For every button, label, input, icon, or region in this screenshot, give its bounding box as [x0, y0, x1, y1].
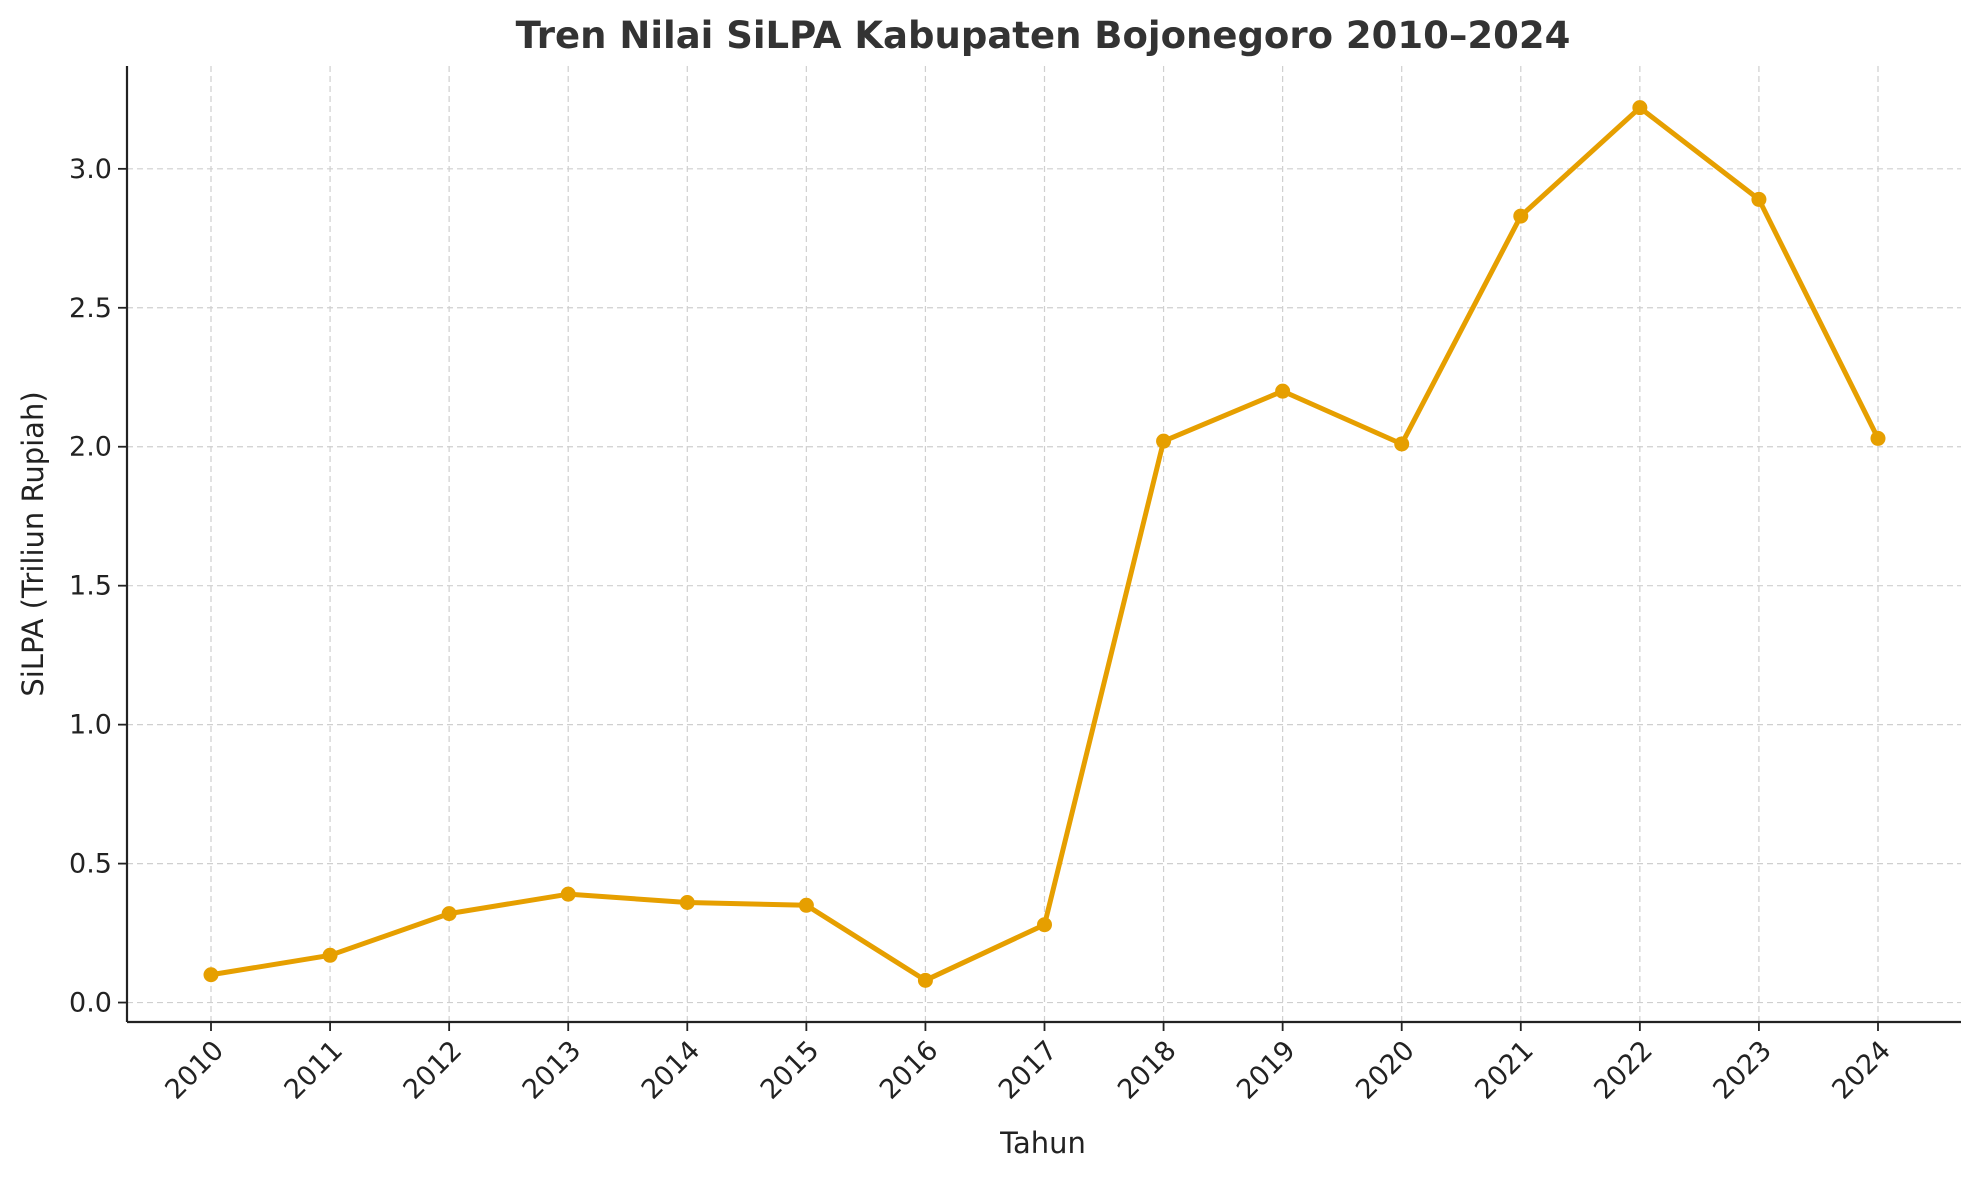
data-point: [203, 967, 219, 983]
x-tick-label: 2016: [874, 1035, 945, 1106]
y-tick-label: 0.5: [69, 849, 112, 880]
x-tick-label: 2013: [517, 1035, 588, 1106]
y-tick-label: 2.5: [69, 293, 112, 324]
y-tick-label: 1.0: [69, 710, 112, 741]
data-point: [1156, 433, 1172, 449]
x-tick-label: 2018: [1112, 1035, 1183, 1106]
x-tick-label: 2010: [159, 1035, 230, 1106]
x-tick-label: 2023: [1707, 1035, 1778, 1106]
data-point: [1513, 208, 1529, 224]
x-gridlines: [210, 66, 1879, 1022]
data-point: [1275, 383, 1291, 399]
y-tick-label: 2.0: [69, 432, 112, 463]
y-tick-label: 0.0: [69, 988, 112, 1019]
x-tick-label: 2019: [1231, 1035, 1302, 1106]
data-point: [441, 906, 457, 922]
x-tick-label: 2017: [993, 1035, 1064, 1106]
y-axis-ticks: 0.0 0.5 1.0 1.5 2.0 2.5 3.0: [69, 154, 127, 1019]
data-point: [1632, 100, 1648, 116]
x-axis-title: Tahun: [999, 1126, 1086, 1160]
data-point: [1870, 430, 1886, 446]
x-tick-label: 2011: [279, 1035, 350, 1106]
data-point: [679, 895, 695, 910]
data-point: [1037, 917, 1052, 933]
x-tick-label: 2022: [1588, 1035, 1659, 1106]
x-tick-label: 2024: [1826, 1035, 1897, 1106]
series-layer: [203, 100, 1886, 988]
data-point: [560, 886, 576, 902]
data-point: [798, 897, 814, 913]
data-point: [322, 947, 338, 963]
chart-title: Tren Nilai SiLPA Kabupaten Bojonegoro 20…: [516, 14, 1571, 57]
y-tick-label: 3.0: [69, 154, 112, 185]
data-point: [1394, 436, 1410, 452]
x-tick-label: 2014: [636, 1035, 707, 1106]
x-tick-label: 2021: [1469, 1035, 1540, 1106]
data-point: [1751, 191, 1767, 207]
x-axis-ticks: 2010 2011 2012 2013 2014 2015 2016 2017 2018 2019…: [159, 1022, 1897, 1106]
data-point: [917, 972, 933, 988]
x-tick-label: 2020: [1350, 1035, 1421, 1106]
y-tick-label: 1.5: [69, 571, 112, 602]
y-axis-title: SiLPA (Triliun Rupiah): [16, 391, 50, 696]
y-gridlines: [127, 168, 1961, 1004]
x-tick-label: 2012: [398, 1035, 469, 1106]
x-tick-label: 2015: [755, 1035, 826, 1106]
